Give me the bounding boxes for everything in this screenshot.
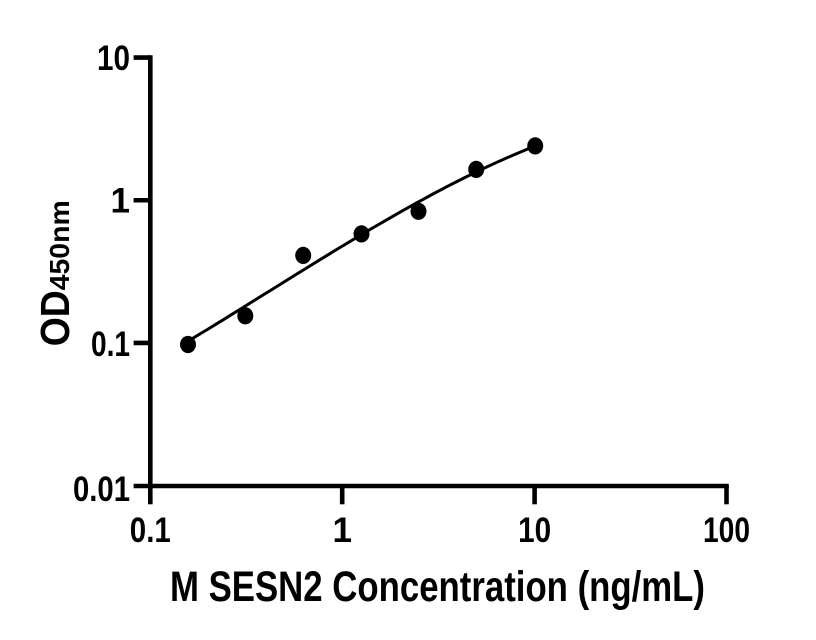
svg-text:OD450nm: OD450nm <box>32 200 78 346</box>
svg-text:1: 1 <box>332 511 351 550</box>
svg-text:1: 1 <box>111 182 130 221</box>
svg-text:0.1: 0.1 <box>130 511 171 550</box>
svg-text:100: 100 <box>703 511 750 550</box>
svg-text:0.01: 0.01 <box>73 470 130 509</box>
svg-text:M SESN2 Concentration (ng/mL): M SESN2 Concentration (ng/mL) <box>170 563 705 611</box>
svg-text:10: 10 <box>97 39 130 78</box>
svg-text:0.1: 0.1 <box>91 325 130 364</box>
svg-text:10: 10 <box>518 511 551 550</box>
